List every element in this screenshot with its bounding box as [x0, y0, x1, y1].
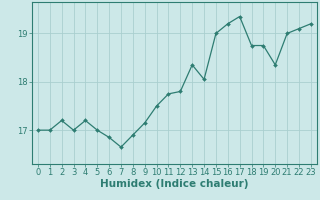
X-axis label: Humidex (Indice chaleur): Humidex (Indice chaleur): [100, 179, 249, 189]
